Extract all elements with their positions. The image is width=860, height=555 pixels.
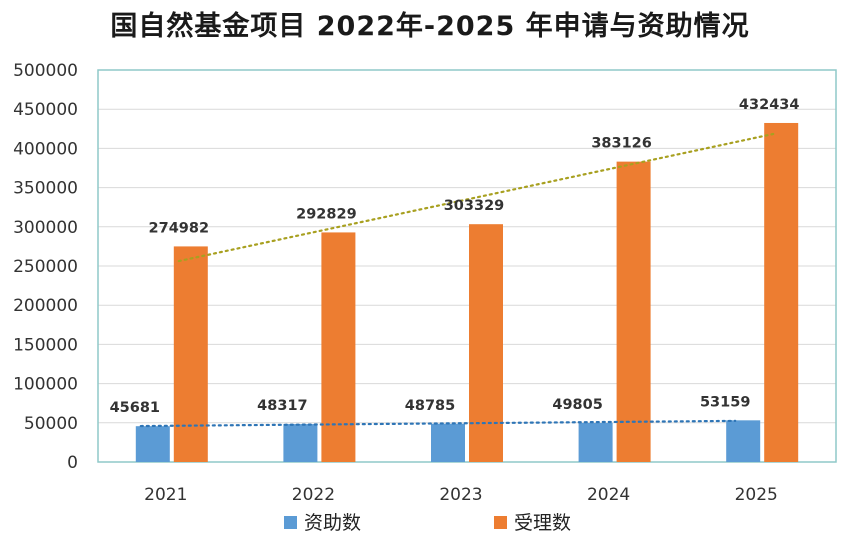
- legend-swatch-accepted: [494, 516, 507, 529]
- data-label-funded-2025: 53159: [700, 394, 750, 410]
- bar-funded-2021: [135, 426, 170, 462]
- data-label-accepted-2022: 292829: [296, 206, 357, 222]
- bar-accepted-2025: [764, 122, 799, 462]
- chart-title: 国自然基金项目 2022年-2025 年申请与资助情况: [110, 11, 750, 42]
- data-label-funded-2021: 45681: [110, 400, 160, 416]
- bar-accepted-2021: [173, 246, 208, 462]
- y-tick-label: 350000: [13, 179, 78, 199]
- bar-funded-2022: [283, 424, 318, 462]
- data-label-funded-2024: 49805: [552, 397, 602, 413]
- data-labels: 45681 274982 48317 292829 48785 303329 49805 38…: [110, 97, 800, 416]
- y-tick-label: 250000: [13, 257, 78, 277]
- bar-funded-2023: [431, 423, 465, 462]
- data-label-accepted-2021: 274982: [149, 220, 210, 236]
- data-label-funded-2022: 48317: [257, 398, 307, 414]
- data-label-accepted-2025: 432434: [739, 97, 800, 113]
- y-tick-label: 450000: [13, 100, 78, 120]
- data-label-accepted-2024: 383126: [591, 136, 652, 152]
- legend-label-accepted: 受理数: [514, 512, 571, 534]
- y-tick-label: 100000: [13, 375, 78, 395]
- x-tick-label: 2023: [439, 485, 482, 505]
- y-tick-label: 0: [67, 453, 78, 473]
- bar-funded-2024: [578, 422, 613, 462]
- bar-funded-2025: [726, 420, 761, 462]
- legend-label-funded: 资助数: [304, 512, 361, 534]
- legend: 资助数 受理数: [284, 512, 571, 534]
- y-tick-label: 150000: [13, 335, 78, 355]
- y-tick-label: 500000: [13, 61, 78, 81]
- trendline-funded: [139, 419, 737, 428]
- bar-accepted-2022: [321, 232, 356, 462]
- legend-swatch-funded: [284, 516, 297, 529]
- trendlines: [139, 132, 775, 428]
- y-tick-label: 400000: [13, 139, 78, 159]
- y-tick-label: 50000: [24, 414, 78, 434]
- trendline-accepted: [177, 132, 775, 263]
- y-tick-label: 300000: [13, 218, 78, 238]
- bar-accepted-2024: [616, 161, 651, 462]
- plot-area-border: [97, 69, 837, 463]
- data-label-accepted-2023: 303329: [444, 198, 505, 214]
- x-tick-label: 2021: [144, 485, 187, 505]
- x-axis: 2021 2022 2023 2024 2025: [144, 485, 778, 505]
- y-tick-label: 200000: [13, 296, 78, 316]
- x-tick-label: 2024: [587, 485, 630, 505]
- x-tick-label: 2022: [292, 485, 335, 505]
- y-axis: 0 50000 100000 150000 200000 250000 300000 3500…: [13, 61, 78, 473]
- bar-accepted-2023: [469, 224, 503, 462]
- x-tick-label: 2025: [735, 485, 778, 505]
- bars: [135, 122, 799, 462]
- data-label-funded-2023: 48785: [405, 398, 455, 414]
